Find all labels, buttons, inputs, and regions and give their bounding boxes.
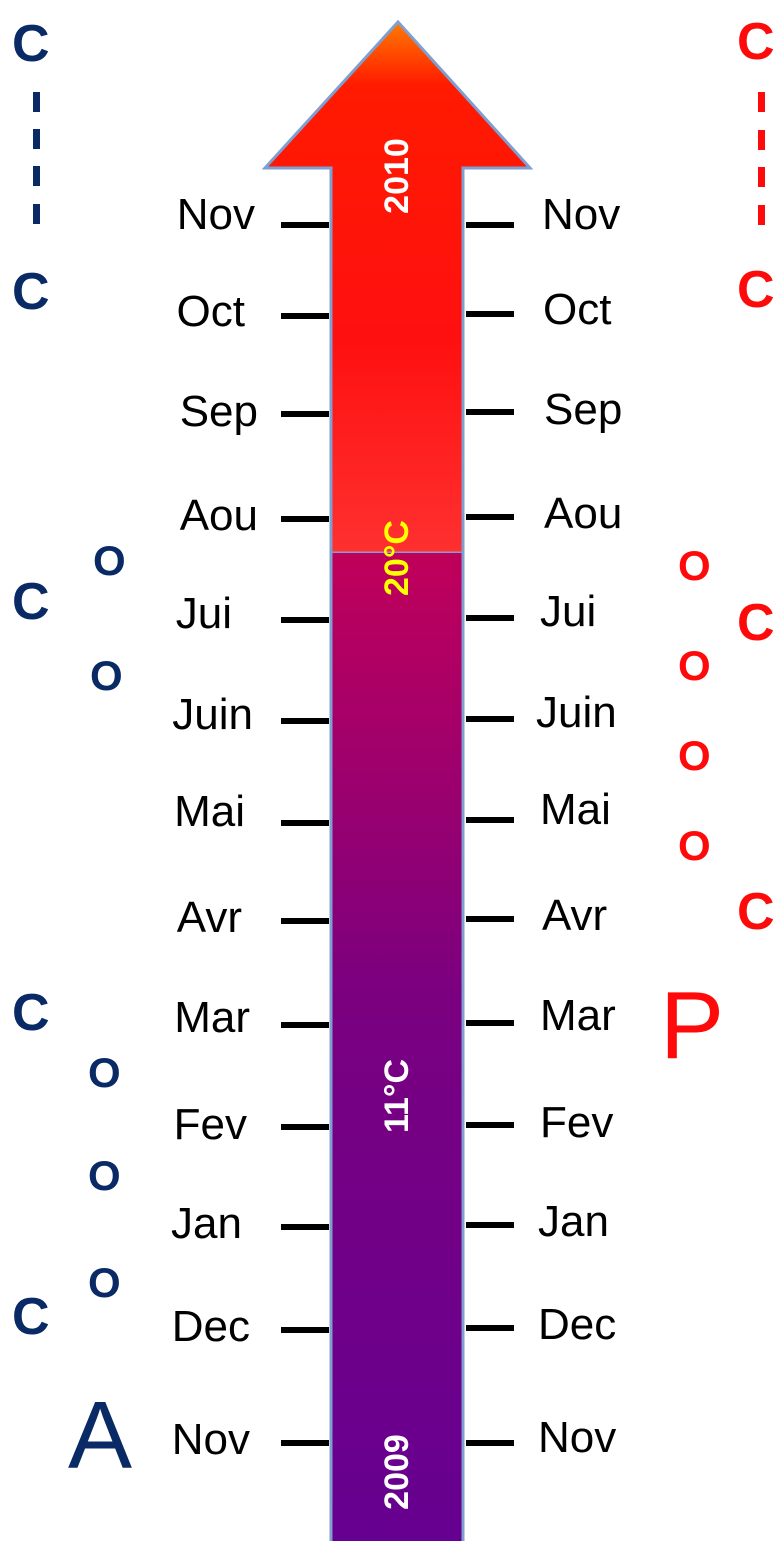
month-label-right: Juin (536, 688, 617, 737)
tick-left (281, 1224, 329, 1230)
right-symbol-c: C (737, 13, 775, 71)
month-label-left: Dec (171, 1302, 250, 1351)
year-bottom-label: 2009 (378, 1434, 416, 1510)
left-symbol-c: C (12, 984, 50, 1042)
month-label-left: Oct (176, 287, 245, 336)
month-label-left: Mar (174, 993, 250, 1042)
left-letter: A (68, 1382, 133, 1489)
right-dash (758, 167, 765, 187)
tick-right (466, 514, 514, 520)
arrow-shaft-lower (331, 553, 463, 1541)
tick-left (281, 1327, 329, 1333)
tick-right (466, 311, 514, 317)
tick-right (466, 1222, 514, 1228)
left-symbol-o: O (93, 537, 126, 584)
tick-right (466, 817, 514, 823)
right-symbol-o: O (678, 542, 711, 589)
month-label-left: Avr (176, 893, 242, 942)
tick-left (281, 918, 329, 924)
tick-left (281, 411, 329, 417)
month-label-right: Nov (542, 190, 621, 239)
month-label-right: Dec (538, 1300, 617, 1349)
temp-low-label: 11°C (378, 1058, 416, 1134)
left-symbol-o: O (90, 652, 123, 699)
month-label-left: Aou (179, 491, 258, 540)
left-dash (33, 92, 40, 112)
month-label-right: Avr (542, 891, 608, 940)
left-symbol-o: O (88, 1049, 121, 1096)
month-label-left: Mai (174, 787, 245, 836)
left-symbol-c: C (12, 1288, 50, 1346)
tick-left (281, 222, 329, 228)
left-symbol-c: C (12, 263, 50, 321)
left-symbol-o: O (88, 1259, 121, 1306)
month-label-right: Mai (540, 785, 611, 834)
temp-high-label: 20°C (378, 520, 416, 596)
tick-right (466, 222, 514, 228)
tick-left (281, 1440, 329, 1446)
tick-left (281, 516, 329, 522)
month-label-left: Nov (176, 190, 255, 239)
tick-left (281, 820, 329, 826)
left-symbol-c: C (12, 573, 50, 631)
tick-left (281, 718, 329, 724)
month-label-left: Jui (175, 589, 232, 638)
left-dash (33, 204, 40, 224)
month-label-left: Fev (173, 1100, 247, 1149)
month-label-right: Nov (538, 1413, 617, 1462)
tick-right (466, 409, 514, 415)
right-symbol-o: O (678, 642, 711, 689)
right-letter: P (660, 972, 725, 1079)
month-label-right: Sep (544, 385, 623, 434)
tick-left (281, 1022, 329, 1028)
tick-left (281, 313, 329, 319)
tick-left (281, 617, 329, 623)
year-top-label: 2010 (378, 138, 416, 214)
month-label-left: Jan (171, 1199, 242, 1248)
month-label-right: Fev (540, 1098, 614, 1147)
month-label-right: Jui (540, 587, 597, 636)
tick-right (466, 1440, 514, 1446)
month-label-left: Juin (172, 690, 253, 739)
tick-right (466, 615, 514, 621)
month-label-left: Nov (171, 1415, 250, 1464)
month-label-right: Oct (543, 285, 612, 334)
left-dash (33, 129, 40, 149)
left-dash (33, 166, 40, 186)
right-symbol-c: C (737, 594, 775, 652)
tick-right (466, 1325, 514, 1331)
month-label-right: Jan (538, 1197, 609, 1246)
right-symbol-c: C (737, 261, 775, 319)
right-symbol-o: O (678, 732, 711, 779)
month-label-right: Aou (544, 489, 623, 538)
month-label-left: Sep (179, 387, 258, 436)
right-dash (758, 92, 765, 112)
right-symbol-c: C (737, 883, 775, 941)
right-symbol-o: O (678, 822, 711, 869)
right-dash (758, 205, 765, 225)
arrow-head (261, 19, 534, 555)
tick-right (466, 1020, 514, 1026)
tick-right (466, 1122, 514, 1128)
left-symbol-c: C (12, 15, 50, 73)
tick-right (466, 916, 514, 922)
left-symbol-o: O (88, 1152, 121, 1199)
right-dash (758, 130, 765, 150)
tick-left (281, 1124, 329, 1130)
month-label-right: Mar (540, 991, 616, 1040)
tick-right (466, 716, 514, 722)
